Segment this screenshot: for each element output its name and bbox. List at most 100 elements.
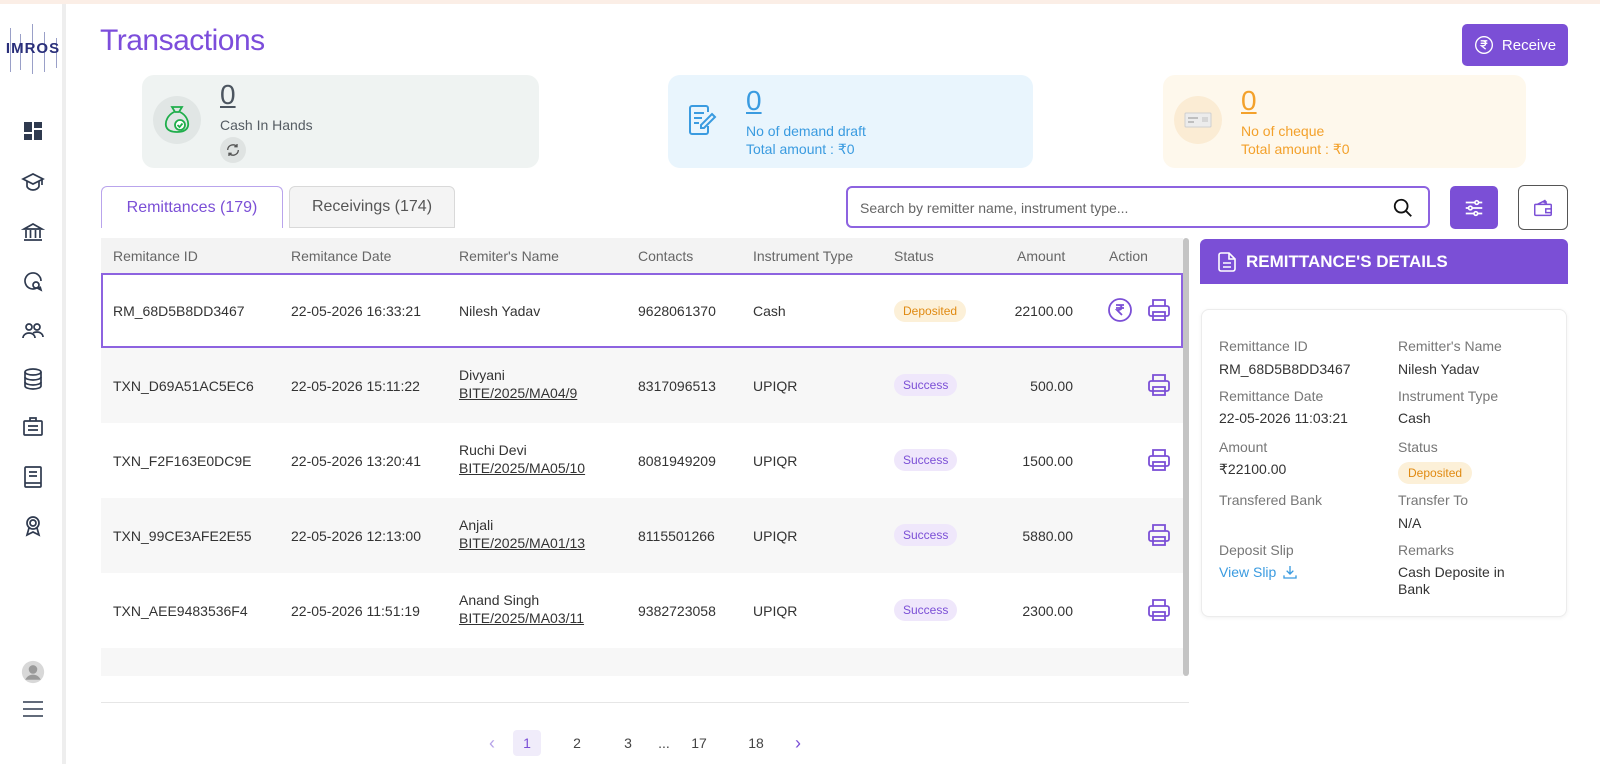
row-id: TXN_AEE9483536F4 — [113, 603, 248, 619]
table-row[interactable]: TXN_F2F163E0DC9E 22-05-2026 13:20:41 Ruc… — [101, 423, 1183, 498]
bank-icon[interactable] — [20, 219, 46, 245]
page-18[interactable]: 18 — [748, 735, 764, 751]
demand-draft-value[interactable]: 0 — [746, 85, 762, 116]
view-slip-link[interactable]: View Slip — [1219, 564, 1298, 580]
print-icon[interactable] — [1146, 447, 1172, 473]
cheque-label: No of cheque — [1241, 123, 1325, 139]
page-17[interactable]: 17 — [691, 735, 707, 751]
detail-status-badge: Deposited — [1398, 462, 1473, 484]
filter-button[interactable] — [1450, 186, 1498, 229]
book-icon[interactable] — [20, 464, 46, 490]
document-edit-icon — [678, 96, 726, 144]
col-remittance-date[interactable]: Remitance Date — [291, 248, 392, 264]
deposit-icon[interactable] — [1107, 297, 1133, 323]
money-bag-icon — [153, 96, 201, 144]
tab-receivings[interactable]: Receivings (174) — [289, 186, 455, 228]
database-icon[interactable] — [20, 366, 46, 392]
next-page-icon[interactable]: › — [795, 732, 801, 753]
refresh-button[interactable] — [220, 137, 246, 163]
download-icon — [1283, 566, 1297, 579]
row-instrument: UPIQR — [753, 603, 798, 619]
status-badge: Success — [894, 374, 958, 396]
demand-draft-card: 0 No of demand draft Total amount : ₹0 — [668, 75, 1033, 168]
search-chat-icon[interactable] — [20, 269, 46, 295]
row-student-code[interactable]: BITE/2025/MA05/10 — [459, 460, 586, 476]
row-contact: 8317096513 — [638, 378, 716, 394]
page-3[interactable]: 3 — [624, 735, 632, 751]
table-row[interactable]: TXN_AEE9483536F4 22-05-2026 11:51:19 Ana… — [101, 573, 1183, 648]
row-contact: 9382723058 — [638, 603, 716, 619]
table-scrollbar[interactable] — [1183, 238, 1189, 676]
top-accent-line — [0, 0, 1600, 4]
row-instrument: UPIQR — [753, 453, 798, 469]
col-contacts[interactable]: Contacts — [638, 248, 694, 264]
row-name: Ruchi Devi — [459, 442, 527, 458]
col-amount[interactable]: Amount — [1017, 248, 1066, 264]
row-date: 22-05-2026 12:13:00 — [291, 528, 421, 544]
table-row[interactable]: TXN_99CE3AFE2E55 22-05-2026 12:13:00 Anj… — [101, 498, 1183, 573]
status-badge: Success — [894, 599, 958, 621]
search-icon[interactable] — [1392, 197, 1414, 219]
row-id: TXN_99CE3AFE2E55 — [113, 528, 252, 544]
row-student-code[interactable]: BITE/2025/MA03/11 — [459, 610, 585, 626]
print-icon[interactable] — [1146, 297, 1172, 323]
print-icon[interactable] — [1146, 597, 1172, 623]
menu-icon[interactable] — [20, 696, 46, 722]
row-name: Divyani — [459, 367, 505, 383]
col-instrument-type[interactable]: Instrument Type — [753, 248, 854, 264]
cash-label: Cash In Hands — [220, 117, 313, 133]
row-date: 22-05-2026 16:33:21 — [291, 303, 421, 319]
table-header: Remitance ID Remitance Date Remiter's Na… — [101, 238, 1183, 274]
table-divider — [101, 702, 1189, 703]
tab-remittances[interactable]: Remittances (179) — [101, 186, 283, 228]
page-ellipsis: ... — [658, 735, 670, 751]
receive-label: Receive — [1501, 36, 1557, 54]
dashboard-icon[interactable] — [20, 118, 46, 144]
award-icon[interactable] — [20, 513, 46, 539]
col-remitter-name[interactable]: Remiter's Name — [459, 248, 559, 264]
row-student-code[interactable]: BITE/2025/MA04/9 — [459, 385, 578, 401]
row-student-code[interactable]: BITE/2025/MA01/13 — [459, 535, 586, 551]
user-avatar-icon[interactable] — [19, 658, 47, 686]
table-row-partial — [101, 648, 1183, 676]
table-row[interactable]: RM_68D5B8DD3467 22-05-2026 16:33:21 Nile… — [101, 273, 1183, 348]
details-header: REMITTANCE'S DETAILS — [1200, 239, 1568, 284]
cheque-value[interactable]: 0 — [1241, 85, 1257, 116]
row-id: TXN_D69A51AC5EC6 — [113, 378, 254, 394]
sliders-icon — [1465, 199, 1483, 216]
wallet-export-button[interactable] — [1518, 185, 1568, 230]
receive-button[interactable]: Receive — [1462, 24, 1568, 66]
detail-transfer-to: N/A — [1398, 515, 1422, 531]
cash-value[interactable]: 0 — [220, 79, 236, 110]
detail-label-remarks: Remarks — [1398, 542, 1455, 558]
page-2[interactable]: 2 — [573, 735, 581, 751]
row-contact: 8115501266 — [638, 528, 715, 544]
page-1[interactable]: 1 — [513, 730, 541, 756]
logo: IMROS — [2, 24, 64, 76]
col-status[interactable]: Status — [894, 248, 934, 264]
sidebar: IMROS — [0, 4, 66, 764]
users-icon[interactable] — [20, 318, 46, 344]
graduation-cap-icon[interactable] — [20, 169, 46, 195]
prev-page-icon[interactable]: ‹ — [489, 732, 495, 753]
row-instrument: UPIQR — [753, 378, 798, 394]
table-row[interactable]: TXN_D69A51AC5EC6 22-05-2026 15:11:22 Div… — [101, 348, 1183, 423]
row-name: Nilesh Yadav — [459, 303, 541, 319]
wallet-icon — [1534, 199, 1552, 216]
row-date: 22-05-2026 13:20:41 — [291, 453, 421, 469]
detail-remitter-name: Nilesh Yadav — [1398, 361, 1480, 377]
detail-remittance-id: RM_68D5B8DD3467 — [1219, 361, 1351, 377]
detail-label-instrument-type: Instrument Type — [1398, 388, 1499, 404]
detail-label-remittance-date: Remittance Date — [1219, 388, 1324, 404]
remittances-table: Remitance ID Remitance Date Remiter's Na… — [101, 238, 1183, 676]
detail-amount: ₹22100.00 — [1219, 461, 1287, 477]
briefcase-icon[interactable] — [20, 414, 46, 440]
detail-label-transfer-to: Transfer To — [1398, 492, 1469, 508]
status-badge: Success — [894, 524, 958, 546]
search-input[interactable] — [860, 197, 1360, 219]
col-remittance-id[interactable]: Remitance ID — [113, 248, 198, 264]
print-icon[interactable] — [1146, 372, 1172, 398]
print-icon[interactable] — [1146, 522, 1172, 548]
document-icon — [1218, 251, 1236, 272]
